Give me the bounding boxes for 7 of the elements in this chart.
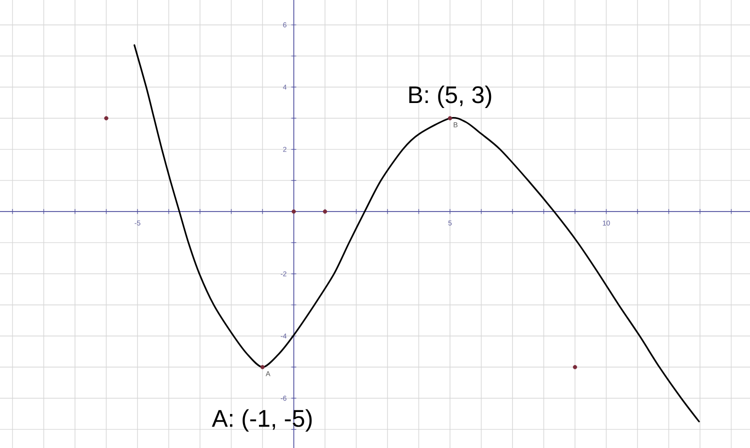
point bbox=[292, 209, 296, 214]
point bbox=[448, 116, 452, 120]
point bbox=[104, 116, 108, 120]
point bbox=[572, 365, 578, 370]
point bbox=[322, 209, 328, 214]
annotation: B: (5, 3) bbox=[409, 86, 492, 108]
point bbox=[260, 365, 265, 370]
